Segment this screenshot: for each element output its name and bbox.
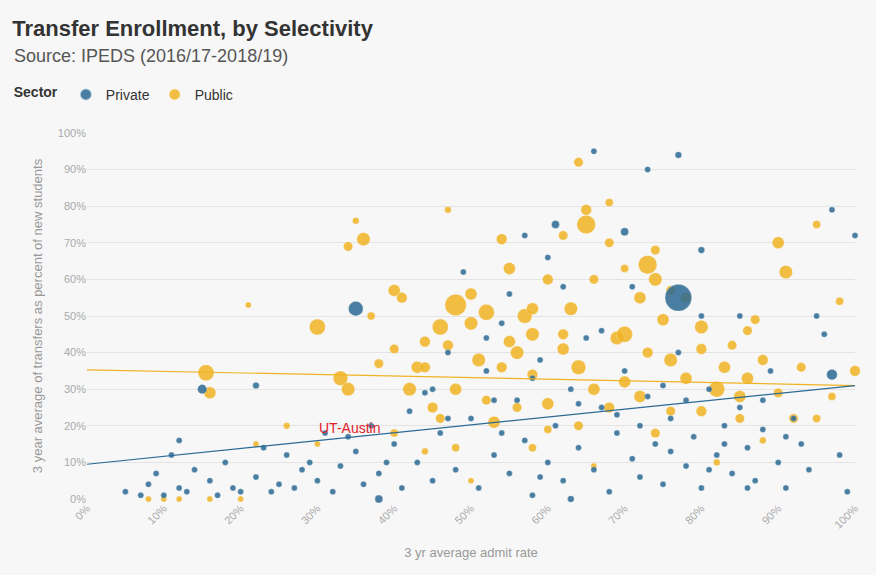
svg-text:0%: 0% (70, 493, 86, 505)
svg-text:90%: 90% (759, 502, 783, 526)
svg-text:70%: 70% (64, 237, 86, 249)
svg-text:Transfer Enrollment, by Select: Transfer Enrollment, by Selectivity (12, 16, 373, 41)
svg-text:100%: 100% (832, 502, 861, 531)
svg-text:30%: 30% (299, 502, 323, 526)
svg-text:Public: Public (195, 87, 233, 103)
svg-text:40%: 40% (375, 502, 399, 526)
svg-text:50%: 50% (64, 310, 86, 322)
svg-text:100%: 100% (58, 127, 86, 139)
svg-text:60%: 60% (64, 273, 86, 285)
svg-text:0%: 0% (73, 502, 93, 522)
svg-text:60%: 60% (529, 502, 553, 526)
svg-text:80%: 80% (64, 200, 86, 212)
svg-text:90%: 90% (64, 163, 86, 175)
svg-text:3 year average of transfers as: 3 year average of transfers as percent o… (30, 158, 45, 473)
svg-text:40%: 40% (64, 346, 86, 358)
svg-text:10%: 10% (64, 456, 86, 468)
svg-text:20%: 20% (64, 420, 86, 432)
svg-text:20%: 20% (222, 502, 246, 526)
svg-text:80%: 80% (683, 502, 707, 526)
svg-text:Private: Private (106, 87, 150, 103)
svg-text:Source: IPEDS (2016/17-2018/19: Source: IPEDS (2016/17-2018/19) (14, 46, 288, 66)
svg-text:70%: 70% (606, 502, 630, 526)
svg-text:UT-Austin: UT-Austin (319, 420, 380, 436)
svg-text:Sector: Sector (14, 84, 58, 100)
svg-text:30%: 30% (64, 383, 86, 395)
svg-text:3 yr average admit rate: 3 yr average admit rate (404, 545, 538, 560)
svg-text:50%: 50% (452, 502, 476, 526)
svg-text:10%: 10% (145, 502, 169, 526)
